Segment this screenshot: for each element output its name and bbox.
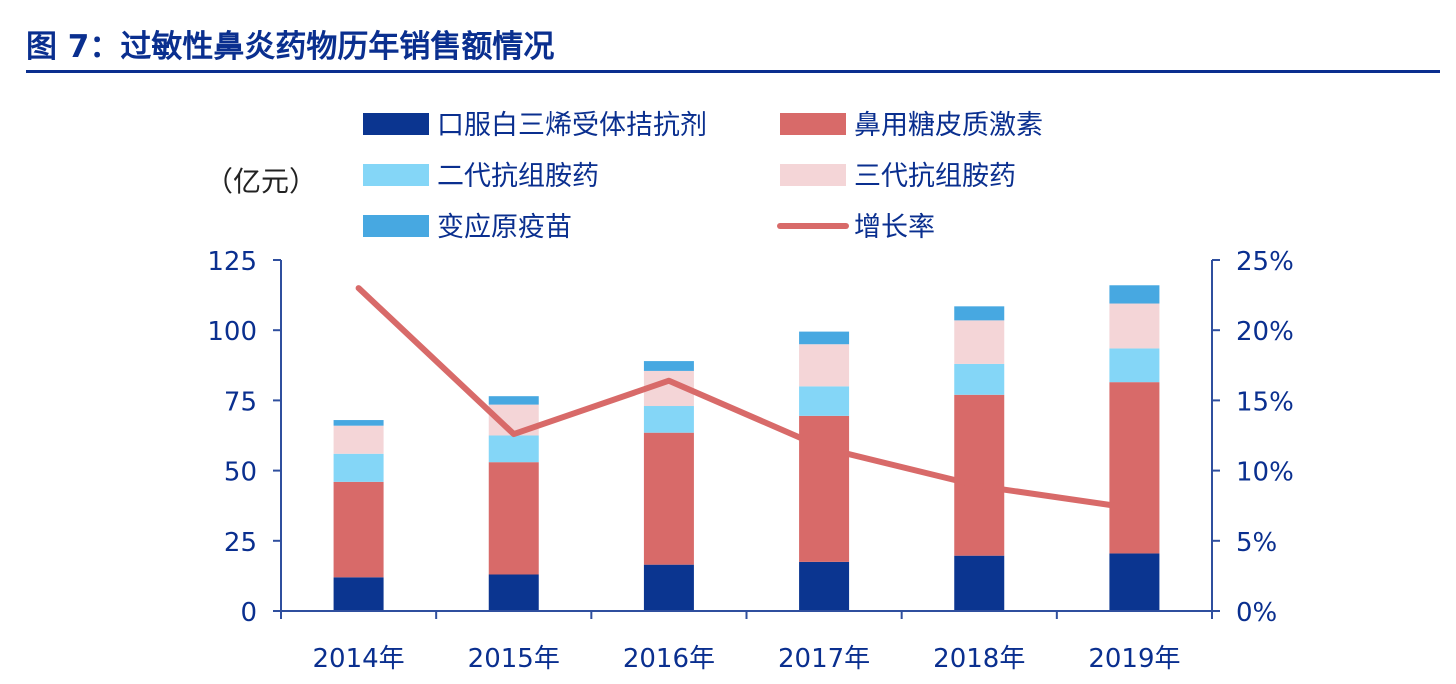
x-tick-label: 2017年 — [778, 644, 870, 674]
right-tick-label: 5% — [1236, 528, 1277, 558]
unit-label: （亿元） — [205, 165, 317, 198]
bar-5-6 — [1109, 285, 1160, 304]
right-tick-label: 25% — [1236, 247, 1294, 277]
left-tick-label: 75 — [224, 387, 257, 417]
bar-2-5 — [954, 394, 1005, 556]
bar-3-4 — [799, 386, 850, 416]
legend-swatch — [363, 113, 429, 135]
left-tick-label: 100 — [207, 317, 257, 347]
bar-2-3 — [643, 432, 694, 565]
left-tick-label: 50 — [224, 458, 257, 488]
right-tick-label: 15% — [1236, 387, 1294, 417]
bar-2-1 — [333, 481, 384, 578]
bar-2-2 — [488, 462, 539, 575]
bar-3-3 — [643, 406, 694, 433]
bar-3-2 — [488, 435, 539, 463]
x-tick-label: 2016年 — [623, 644, 715, 674]
legend-swatch — [363, 164, 429, 186]
bar-4-1 — [333, 425, 384, 454]
x-tick-label: 2015年 — [468, 644, 560, 674]
bar-5-4 — [799, 331, 850, 345]
left-tick-label: 125 — [207, 247, 257, 277]
title-underline — [26, 70, 1440, 73]
legend-swatch — [363, 215, 429, 237]
bar-5-1 — [333, 420, 384, 426]
left-tick-label: 0 — [240, 598, 257, 628]
bar-4-5 — [954, 320, 1005, 364]
legend-swatch — [780, 113, 846, 135]
legend-label: 三代抗组胺药 — [854, 161, 1016, 192]
legend-label: 口服白三烯受体拮抗剂 — [437, 110, 707, 141]
axes: 0 25 50 75 100 125 0% 5% 10% 15% 20% 25% 2014年 2015年 2… — [207, 247, 1293, 674]
x-tick-label: 2018年 — [933, 644, 1025, 674]
bar-1-3 — [643, 564, 694, 611]
legend-label: 鼻用糖皮质激素 — [854, 110, 1043, 141]
growth-line — [355, 285, 1138, 512]
bar-3-6 — [1109, 348, 1160, 383]
bar-1-2 — [488, 574, 539, 611]
bar-1-4 — [799, 561, 850, 611]
legend-label: 二代抗组胺药 — [437, 161, 599, 192]
legend-swatch — [780, 164, 846, 186]
right-tick-label: 0% — [1236, 598, 1277, 628]
x-tick-label: 2019年 — [1088, 644, 1180, 674]
bar-4-4 — [799, 344, 850, 387]
left-tick-label: 25 — [224, 528, 257, 558]
growth-rate-line — [355, 285, 1138, 512]
bar-2-6 — [1109, 382, 1160, 554]
bar-1-5 — [954, 555, 1005, 611]
bars — [333, 285, 1160, 611]
bar-1-1 — [333, 577, 384, 611]
right-tick-label: 10% — [1236, 458, 1294, 488]
x-tick-label: 2014年 — [312, 644, 404, 674]
bar-3-5 — [954, 363, 1005, 395]
bar-5-5 — [954, 306, 1005, 321]
bar-3-1 — [333, 453, 384, 482]
figure-title: 图 7：过敏性鼻炎药物历年销售额情况 — [26, 29, 555, 65]
bar-1-6 — [1109, 553, 1160, 611]
right-tick-label: 20% — [1236, 317, 1294, 347]
bar-5-3 — [643, 361, 694, 371]
bar-4-6 — [1109, 303, 1160, 349]
legend-label: 变应原疫苗 — [437, 212, 572, 243]
legend-label: 增长率 — [854, 212, 935, 243]
bar-5-2 — [488, 396, 539, 405]
